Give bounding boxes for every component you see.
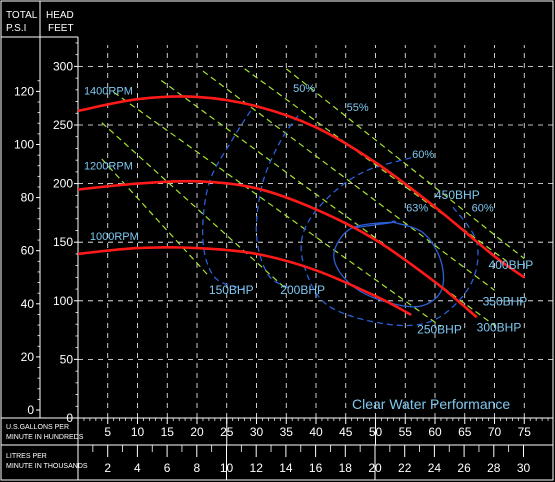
- rpm-label: 1200RPM: [84, 161, 133, 173]
- bhp-line-150bhp: [101, 158, 210, 277]
- gpm-tick-label: 10: [131, 425, 145, 439]
- efficiency-curve-60: [300, 157, 479, 327]
- feet-tick-label: 100: [53, 294, 73, 308]
- psi-tick-label: 60: [21, 244, 35, 258]
- feet-tick-label: 250: [53, 118, 73, 132]
- feet-header-line2: FEET: [48, 23, 74, 34]
- feet-tick-label: 300: [53, 59, 73, 73]
- gpm-tick-label: 15: [161, 425, 175, 439]
- bhp-line-200bhp: [101, 122, 287, 290]
- feet-tick-label: 0: [66, 411, 73, 425]
- lpm-tick-label: 12: [250, 461, 264, 475]
- gpm-tick-label: 65: [458, 425, 472, 439]
- feet-tick-label: 50: [60, 352, 74, 366]
- pump-curves: [77, 95, 526, 319]
- lpm-tick-label: 2: [104, 461, 111, 475]
- efficiency-curve-50: [202, 110, 252, 290]
- bhp-line-450bhp: [285, 68, 525, 260]
- gpm-axis-label-line1: U.S.GALLONS PER: [6, 424, 69, 431]
- bhp-label: 150BHP: [209, 283, 254, 297]
- gpm-tick-label: 5: [104, 425, 111, 439]
- gpm-tick-label: 70: [488, 425, 502, 439]
- psi-axis: 0 20 40 60 80 100 120: [14, 80, 40, 417]
- gpm-tick-label: 60: [428, 425, 442, 439]
- lpm-tick-label: 28: [487, 461, 501, 475]
- gpm-axis-label-line2: MINUTE IN HUNDREDS: [6, 434, 84, 441]
- efficiency-curve-63: [333, 220, 445, 308]
- efficiency-label: 63%: [406, 203, 428, 215]
- rpm-label: 1000RPM: [90, 231, 139, 243]
- psi-tick-label: 0: [27, 403, 34, 417]
- lpm-tick-label: 24: [428, 461, 442, 475]
- bhp-label: 200BHP: [280, 283, 325, 297]
- gpm-tick-label: 55: [399, 425, 413, 439]
- feet-tick-label: 150: [53, 235, 73, 249]
- rpm-label: 1400RPM: [84, 86, 133, 98]
- lpm-tick-label: 8: [193, 461, 200, 475]
- gpm-tick-label: 30: [250, 425, 264, 439]
- grid: [78, 45, 553, 418]
- efficiency-label: 60%: [472, 203, 494, 215]
- gpm-tick-label: 45: [339, 425, 353, 439]
- lpm-axis-label-line1: LITRES PER: [6, 453, 47, 460]
- psi-tick-label: 20: [21, 350, 35, 364]
- efficiency-label: 60%: [412, 149, 434, 161]
- gpm-tick-label: 35: [280, 425, 294, 439]
- bhp-label: 450BHP: [435, 188, 480, 202]
- efficiency-curve-55: [255, 115, 299, 290]
- lpm-tick-label: 4: [134, 461, 141, 475]
- lpm-tick-label: 16: [309, 461, 323, 475]
- chart-title: Clear Water Performance: [352, 396, 510, 412]
- lpm-tick-label: 26: [457, 461, 471, 475]
- chart-labels: 1400RPM 1200RPM 1000RPM 150BHP 200BHP 250BHP 3…: [84, 83, 533, 336]
- psi-tick-label: 40: [21, 297, 35, 311]
- gpm-axis: 5 10 15 20 25 30 35 40 45 50 55 60 65 70 75: [83, 418, 549, 439]
- bhp-line-350bhp: [202, 70, 495, 291]
- feet-header-line1: HEAD: [46, 10, 74, 21]
- bhp-label: 250BHP: [417, 323, 462, 337]
- psi-tick-label: 120: [14, 84, 34, 98]
- lpm-axis-label-line2: MINUTE IN THOUSANDS: [6, 463, 88, 470]
- pump-curve-1400rpm: [77, 95, 526, 279]
- efficiency-label: 55%: [347, 102, 369, 114]
- bhp-label: 400BHP: [489, 258, 534, 272]
- bhp-label: 300BHP: [477, 320, 522, 334]
- lpm-tick-label: 22: [398, 461, 412, 475]
- psi-tick-label: 80: [21, 191, 35, 205]
- lpm-tick-label: 18: [339, 461, 353, 475]
- efficiency-label: 50%: [293, 83, 315, 95]
- gpm-tick-label: 20: [190, 425, 204, 439]
- psi-header-line2: P.S.I: [6, 23, 26, 34]
- efficiency-contours: [202, 110, 479, 327]
- bhp-line-250bhp: [113, 91, 442, 328]
- feet-axis: 0 50 100 150 200 250 300: [53, 42, 78, 425]
- psi-header-line1: TOTAL: [6, 10, 38, 21]
- feet-tick-label: 200: [53, 177, 73, 191]
- lpm-axis: 2 4 6 8 10 12 14 16 18 20 22 24 26 28 30: [92, 418, 531, 480]
- lpm-tick-label: 30: [517, 461, 531, 475]
- pump-curve-1200rpm: [77, 179, 478, 319]
- lpm-tick-label: 6: [164, 461, 171, 475]
- lpm-tick-label: 14: [279, 461, 293, 475]
- bhp-label: 350BHP: [483, 294, 528, 308]
- gpm-tick-label: 40: [309, 425, 323, 439]
- gpm-tick-label: 75: [518, 425, 532, 439]
- pump-curve-1000rpm: [77, 246, 412, 317]
- psi-tick-label: 100: [14, 138, 34, 152]
